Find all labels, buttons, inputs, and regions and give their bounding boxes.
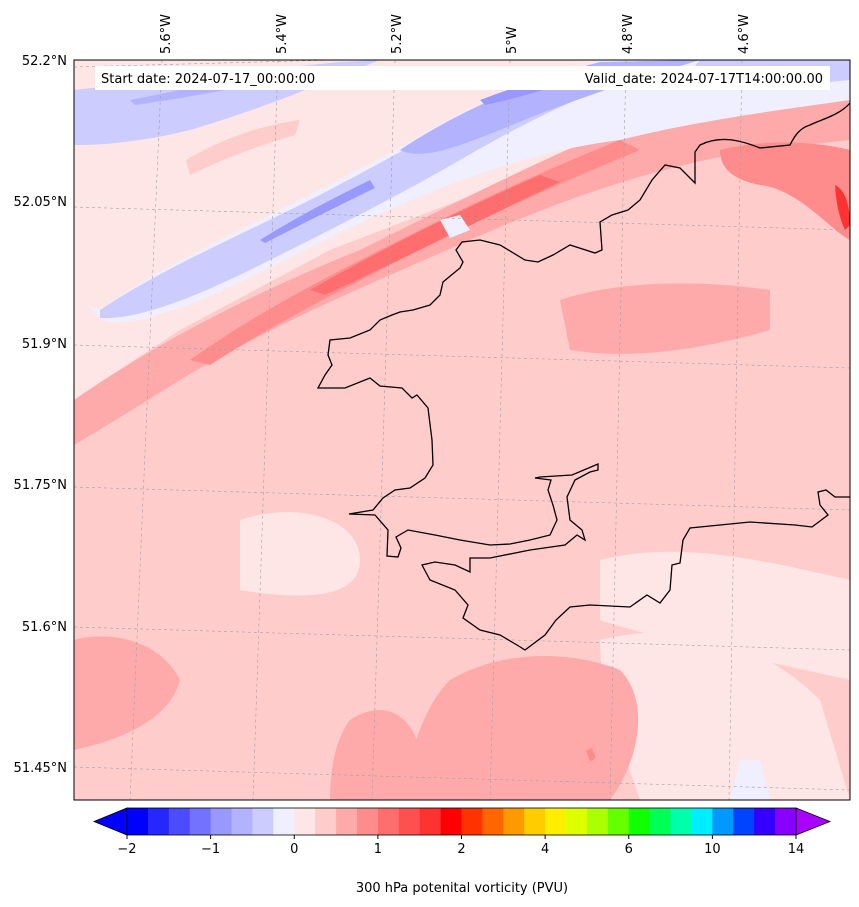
colorbar-swatch [733,808,755,835]
pv-contour-0.5 [74,320,360,475]
lat-label: 51.75°N [14,478,67,493]
colorbar-tick-label: −2 [117,842,136,857]
lat-label: 51.45°N [14,761,67,776]
colorbar-swatch [294,808,316,835]
colorbar-swatch [231,808,253,835]
pv-contour-2 [310,175,560,295]
pv-contour-2.5 [835,185,850,230]
colorbar-swatch [168,808,191,835]
colorbar-swatch [419,808,442,835]
pv-contour-1 [74,95,850,445]
coastline [316,102,850,651]
pv-contour-neg-1 [260,180,375,243]
colorbar-swatch [503,808,525,835]
colorbar-tick-label: 6 [625,842,633,857]
pv-patch-low [240,512,360,596]
colorbar-swatch [147,808,170,835]
colorbar-swatch [649,808,672,835]
colorbar-swatch [127,808,149,835]
pv-contour-1.5 [720,142,850,240]
colorbar-swatch [315,808,337,835]
colorbar-swatch [712,808,734,835]
pv-contour-neg-0.25 [440,215,470,238]
pv-contour-1 [330,710,420,800]
colorbar-swatch [670,808,692,835]
start-date-label: Start date: 2024-07-17_00:00:00 [101,72,315,87]
colorbar-swatch [377,808,400,835]
colorbar-tick-label: 2 [457,842,465,857]
colorbar-label: 300 hPa potenital vorticity (PVU) [356,881,568,896]
colorbar-swatch [754,808,776,835]
lat-label: 52.05°N [14,195,67,210]
colorbar-tick-label: 10 [704,842,721,857]
lon-label: 5.4°W [275,14,290,54]
colorbar-swatch [189,808,212,835]
colorbar-swatch [210,808,233,835]
colorbar-swatch [586,808,609,835]
pv-contour-0.5 [186,120,300,175]
date-header-box [95,66,830,90]
colorbar-swatch [524,808,546,835]
lat-label: 51.9°N [22,337,67,352]
colorbar-tick-label: 4 [541,842,549,857]
pv-contour-neg-0.25 [730,760,770,800]
pv-field [74,60,850,800]
colorbar-tick-label: −1 [201,842,220,857]
lon-label: 5.2°W [390,14,405,54]
colorbar-swatch [566,808,588,835]
colorbar: −2 −1 0 1 2 4 6 10 14 [92,807,832,857]
pv-patch-low [600,551,850,680]
pv-contour-1 [560,283,770,354]
valid-date-label: Valid_date: 2024-07-17T14:00:00.00 [585,72,823,87]
lon-label: 5.6°W [159,14,174,54]
lon-label: 5°W [505,26,520,54]
colorbar-swatch [336,808,358,835]
pv-contour-1 [400,656,639,800]
colorbar-swatch [607,808,630,835]
colorbar-swatch [482,808,504,835]
colorbar-tick-label: 1 [374,842,382,857]
pv-spot [586,748,596,762]
lon-label: 4.6°W [737,14,752,54]
colorbar-swatch [461,808,483,835]
colorbar-tick-label: 0 [290,842,298,857]
colorbar-swatch [628,808,651,835]
colorbar-swatch [398,808,421,835]
pv-patch-low [600,632,850,800]
colorbar-tick-label: 14 [788,842,805,857]
pv-contour-1 [74,636,180,750]
colorbar-swatch [273,808,295,835]
map-frame [73,59,851,801]
colorbar-swatch [356,808,379,835]
colorbar-swatch [440,808,462,835]
colorbar-swatch [691,808,713,835]
colorbar-swatch [252,808,274,835]
lat-label: 51.6°N [22,620,67,635]
lon-label: 4.8°W [621,14,636,54]
colorbar-extend-max [795,807,832,836]
colorbar-extend-min [92,807,128,836]
lat-label: 52.2°N [22,54,67,69]
colorbar-swatch [545,808,567,835]
colorbar-swatch [775,808,797,835]
